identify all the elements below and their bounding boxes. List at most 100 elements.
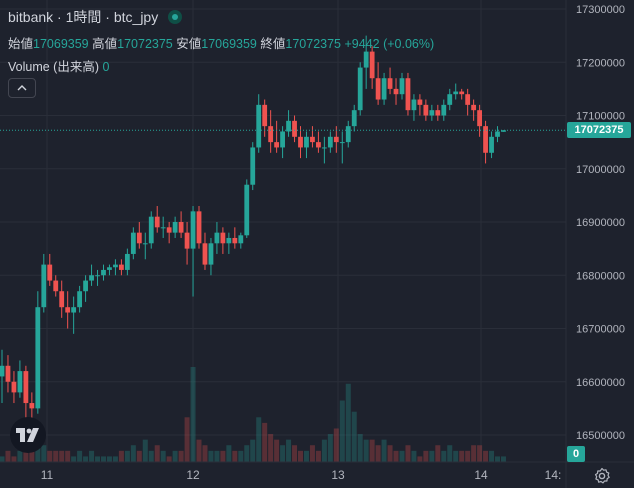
candle-body <box>160 227 166 229</box>
price-tick-label: 17100000 <box>576 111 625 123</box>
candle-body <box>214 232 220 244</box>
collapse-legend-button[interactable] <box>8 78 36 98</box>
candle-body <box>71 307 77 313</box>
ohlc-legend: 始値17069359 高値17072375 安値17069359 終値17072… <box>8 33 434 52</box>
volume-bar <box>244 445 250 462</box>
candle-body <box>453 91 459 95</box>
candle-body <box>369 51 375 79</box>
volume-bar <box>202 445 208 462</box>
candle-body <box>95 275 100 277</box>
candle-body <box>447 94 453 105</box>
volume-legend: Volume (出来高) 0 <box>8 56 109 75</box>
volume-bar <box>339 400 345 462</box>
candle-body <box>5 365 11 382</box>
tradingview-logo-icon[interactable] <box>10 417 46 453</box>
candle-body <box>124 253 130 270</box>
volume-bar <box>303 450 309 462</box>
volume-label[interactable]: Volume (出来高) <box>8 60 99 74</box>
volume-bar <box>196 439 202 462</box>
volume-bar <box>453 450 459 462</box>
volume-bar <box>184 417 190 462</box>
volume-bar <box>321 439 327 462</box>
candle-body <box>238 235 244 244</box>
symbol-name[interactable]: btc_jpy <box>113 9 159 25</box>
candle-body <box>101 269 106 276</box>
candle-body <box>411 99 417 111</box>
chart-title: bitbank · 1時間 · btc_jpy <box>8 7 183 27</box>
candle-body <box>53 280 59 292</box>
volume-bar <box>256 417 262 462</box>
volume-bar <box>77 450 83 462</box>
interval-label[interactable]: 1時間 <box>65 9 102 25</box>
volume-bar <box>106 456 112 462</box>
volume-bar <box>327 434 333 462</box>
volume-bar <box>375 445 381 462</box>
volume-bar <box>142 439 148 462</box>
volume-bar <box>160 450 166 462</box>
candle-body <box>59 291 65 308</box>
volume-bar <box>220 450 226 462</box>
candle-body <box>435 110 441 116</box>
time-tick-label: 11 <box>41 468 54 482</box>
volume-bar <box>232 450 238 462</box>
volume-bar <box>59 450 65 462</box>
candle-body <box>459 91 465 95</box>
candle-body <box>316 142 321 148</box>
candle-body <box>35 307 41 409</box>
volume-bar <box>172 450 178 462</box>
volume-bar <box>274 439 280 462</box>
candle-body <box>107 267 112 270</box>
candle-body <box>405 78 411 111</box>
price-tick-label: 16900000 <box>576 217 625 229</box>
price-axis[interactable]: 16500000 16600000 16700000 16800000 16900000… <box>576 4 625 442</box>
high-value: 17072375 <box>117 37 173 51</box>
price-tick-label: 16700000 <box>576 324 625 336</box>
volume-bar <box>17 450 23 462</box>
change-value: +9442 (+0.06%) <box>344 37 435 51</box>
volume-bar <box>393 450 399 462</box>
candle-body <box>423 104 429 116</box>
open-value: 17069359 <box>33 37 89 51</box>
candle-body <box>47 264 53 281</box>
gear-icon[interactable] <box>593 467 611 485</box>
candle-body <box>357 67 363 111</box>
volume-value: 0 <box>102 60 110 74</box>
volume-bar <box>65 450 71 462</box>
candle-body <box>23 371 29 404</box>
candle-body <box>41 264 47 308</box>
time-axis[interactable]: 11 12 13 14 14: <box>41 468 562 482</box>
time-tick-label: 13 <box>331 468 345 482</box>
close-label: 終値 <box>260 37 286 51</box>
volume-bar <box>47 450 53 462</box>
candle-body <box>244 184 250 236</box>
candle-body <box>208 243 214 265</box>
candle-body <box>77 291 83 308</box>
high-label: 高値 <box>92 37 118 51</box>
candle-body <box>202 243 208 265</box>
market-status-icon[interactable] <box>168 10 183 24</box>
time-tick-label: 14: <box>545 468 562 482</box>
candle-body <box>345 126 351 143</box>
candle-body <box>142 243 148 245</box>
volume-bar <box>0 456 5 462</box>
candle-body <box>89 275 94 281</box>
candle-body <box>136 232 142 244</box>
volume-bar <box>435 445 441 462</box>
volume-bar <box>459 450 465 462</box>
separator: · <box>53 9 66 25</box>
chevron-up-icon <box>17 85 27 91</box>
volume-bar <box>351 411 357 462</box>
volume-bar <box>262 422 268 462</box>
volume-bar <box>381 439 387 462</box>
low-label: 安値 <box>176 37 202 51</box>
volume-bar <box>441 450 447 462</box>
volume-bar <box>11 456 17 462</box>
volume-bar <box>23 445 29 462</box>
volume-bar <box>447 445 453 462</box>
candle-body <box>477 110 482 127</box>
candle-body <box>292 120 297 137</box>
volume-bar <box>345 383 351 462</box>
volume-bar <box>71 456 77 462</box>
volume-bar <box>399 450 405 462</box>
